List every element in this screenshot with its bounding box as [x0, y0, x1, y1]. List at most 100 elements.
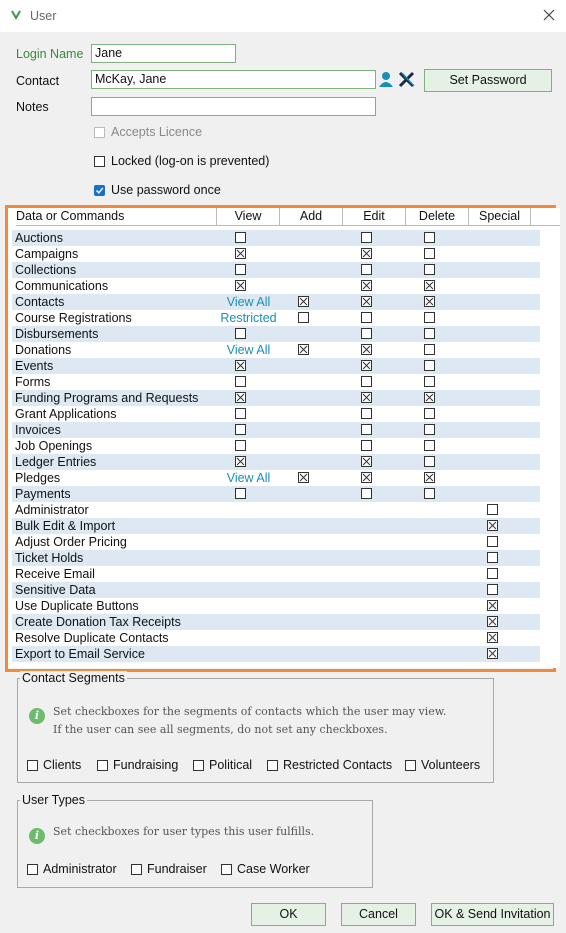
checkbox[interactable]: [424, 456, 435, 467]
checkbox[interactable]: [486, 568, 498, 579]
check-glyph: [236, 281, 245, 290]
row-name: Grant Applications: [15, 407, 117, 421]
checkbox[interactable]: [424, 440, 435, 451]
checkbox[interactable]: [361, 248, 372, 259]
checkbox[interactable]: [267, 760, 278, 771]
checkbox[interactable]: [424, 264, 435, 275]
checkbox[interactable]: [424, 360, 435, 371]
checkbox[interactable]: [424, 232, 435, 243]
check-glyph: [425, 393, 434, 402]
checkbox[interactable]: [361, 264, 372, 275]
text-input[interactable]: McKay, Jane: [91, 70, 376, 89]
checkbox[interactable]: [361, 344, 372, 355]
checkbox[interactable]: [486, 520, 498, 531]
checkbox[interactable]: [486, 616, 498, 627]
checkbox[interactable]: [486, 536, 498, 547]
checkbox[interactable]: [405, 760, 416, 771]
checkbox[interactable]: [94, 185, 105, 196]
clear-icon[interactable]: [398, 71, 416, 89]
checkbox[interactable]: [235, 232, 246, 243]
checkbox[interactable]: [131, 864, 142, 875]
checkbox[interactable]: [235, 408, 246, 419]
button[interactable]: OK: [251, 903, 326, 926]
checkbox[interactable]: [298, 312, 309, 323]
checkbox[interactable]: [424, 296, 435, 307]
row-name: Campaigns: [15, 247, 79, 261]
checkbox[interactable]: [27, 760, 38, 771]
checkbox[interactable]: [424, 424, 435, 435]
checkbox[interactable]: [361, 312, 372, 323]
checkbox[interactable]: [298, 344, 309, 355]
info-icon: i: [29, 708, 45, 724]
checkbox[interactable]: [424, 344, 435, 355]
checkbox[interactable]: [235, 424, 246, 435]
checkbox[interactable]: [361, 424, 372, 435]
table-row: [12, 294, 540, 310]
checkbox[interactable]: [424, 280, 435, 291]
checkbox[interactable]: [361, 376, 372, 387]
checkbox[interactable]: [361, 328, 372, 339]
checkbox[interactable]: [235, 488, 246, 499]
checkbox[interactable]: [94, 156, 105, 167]
contact-icon[interactable]: [377, 70, 395, 88]
checkbox[interactable]: [486, 648, 498, 659]
checkbox[interactable]: [235, 280, 246, 291]
table-row: [12, 502, 540, 518]
checkbox[interactable]: [361, 440, 372, 451]
checkbox[interactable]: [424, 312, 435, 323]
access-link[interactable]: View All: [226, 295, 271, 309]
checkbox[interactable]: [361, 360, 372, 371]
checkbox[interactable]: [486, 600, 498, 611]
checkbox[interactable]: [486, 632, 498, 643]
access-link[interactable]: View All: [226, 471, 271, 485]
checkbox[interactable]: [221, 864, 232, 875]
checkbox[interactable]: [424, 408, 435, 419]
checkbox[interactable]: [361, 408, 372, 419]
text-input[interactable]: Jane: [91, 44, 236, 63]
checkbox[interactable]: [424, 488, 435, 499]
access-link[interactable]: View All: [226, 343, 271, 357]
checkbox[interactable]: [424, 328, 435, 339]
checkbox[interactable]: [486, 504, 498, 515]
checkbox[interactable]: [486, 584, 498, 595]
checkbox[interactable]: [486, 552, 498, 563]
checkbox[interactable]: [235, 328, 246, 339]
checkbox[interactable]: [361, 488, 372, 499]
checkbox[interactable]: [361, 232, 372, 243]
checkbox[interactable]: [424, 392, 435, 403]
text-input[interactable]: [91, 97, 376, 116]
set-password-button[interactable]: Set Password: [424, 69, 552, 92]
checkbox[interactable]: [361, 472, 372, 483]
checkbox[interactable]: [361, 280, 372, 291]
check-glyph: [362, 297, 371, 306]
checkbox[interactable]: [235, 440, 246, 451]
checkbox[interactable]: [235, 376, 246, 387]
button[interactable]: OK & Send Invitation: [431, 903, 554, 926]
access-link[interactable]: Restricted: [220, 311, 277, 325]
row-name: Administrator: [15, 503, 89, 517]
checkbox[interactable]: [361, 456, 372, 467]
checkbox[interactable]: [235, 248, 246, 259]
checkbox[interactable]: [94, 127, 105, 138]
checkbox[interactable]: [193, 760, 204, 771]
check-glyph: [236, 361, 245, 370]
button[interactable]: Cancel: [341, 903, 416, 926]
row-name: Course Registrations: [15, 311, 132, 325]
check-glyph: [299, 297, 308, 306]
checkbox[interactable]: [424, 248, 435, 259]
checkbox[interactable]: [424, 472, 435, 483]
checkbox[interactable]: [235, 264, 246, 275]
checkbox[interactable]: [27, 864, 38, 875]
table-row: [12, 550, 540, 566]
close-button[interactable]: [543, 9, 555, 21]
checkbox[interactable]: [235, 456, 246, 467]
column-header: Special: [469, 208, 531, 226]
checkbox[interactable]: [235, 360, 246, 371]
checkbox[interactable]: [424, 376, 435, 387]
checkbox[interactable]: [298, 472, 309, 483]
checkbox[interactable]: [298, 296, 309, 307]
checkbox[interactable]: [361, 392, 372, 403]
checkbox[interactable]: [235, 392, 246, 403]
checkbox[interactable]: [97, 760, 108, 771]
checkbox[interactable]: [361, 296, 372, 307]
